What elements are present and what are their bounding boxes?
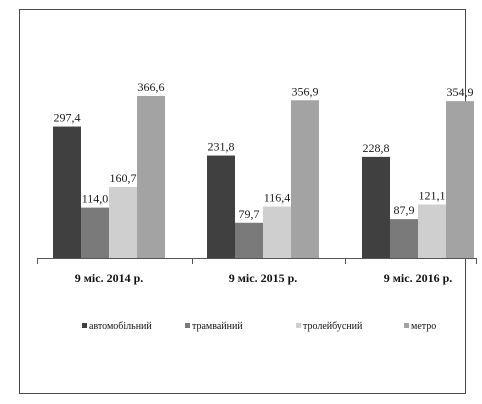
bar-тролейбусний-2 <box>263 206 291 258</box>
legend-swatch-метро <box>404 323 409 328</box>
chart-frame <box>19 9 466 394</box>
data-label: 297,4 <box>54 111 81 125</box>
bar-трамвайний-2 <box>235 222 263 258</box>
category-label: 9 міс. 2016 р. <box>384 271 453 285</box>
legend-label: трамвайний <box>192 321 243 332</box>
bar-тролейбусний-1 <box>109 186 137 258</box>
category-label: 9 міс. 2014 р. <box>75 271 144 285</box>
bar-трамвайний-3 <box>390 219 418 258</box>
legend-swatch-автомобільний <box>82 323 87 328</box>
category-label: 9 міс. 2015 р. <box>229 271 298 285</box>
bar-метро-2 <box>291 100 319 258</box>
data-label: 116,4 <box>264 191 291 205</box>
data-label: 87,9 <box>394 203 415 217</box>
bar-трамвайний-1 <box>81 207 109 258</box>
data-label: 121,1 <box>419 188 446 202</box>
data-label: 356,9 <box>292 84 319 98</box>
legend-label: метро <box>411 321 436 332</box>
bar-автомобільний-1 <box>53 126 81 259</box>
legend-swatch-трамвайний <box>185 323 190 328</box>
bar-автомобільний-2 <box>207 155 235 258</box>
legend-swatch-тролейбусний <box>296 323 301 328</box>
data-label: 231,8 <box>208 140 235 154</box>
legend-label: автомобільний <box>89 321 152 332</box>
data-label: 160,7 <box>110 171 137 185</box>
bar-метро-1 <box>137 95 165 258</box>
data-label: 354,9 <box>447 85 474 99</box>
legend-label: тролейбусний <box>303 321 363 332</box>
data-label: 79,7 <box>239 207 260 221</box>
data-label: 366,6 <box>138 80 165 94</box>
bar-тролейбусний-3 <box>418 204 446 258</box>
data-label: 114,0 <box>82 192 109 206</box>
data-label: 228,8 <box>363 141 390 155</box>
bar-автомобільний-3 <box>362 156 390 258</box>
bar-метро-3 <box>446 101 474 258</box>
